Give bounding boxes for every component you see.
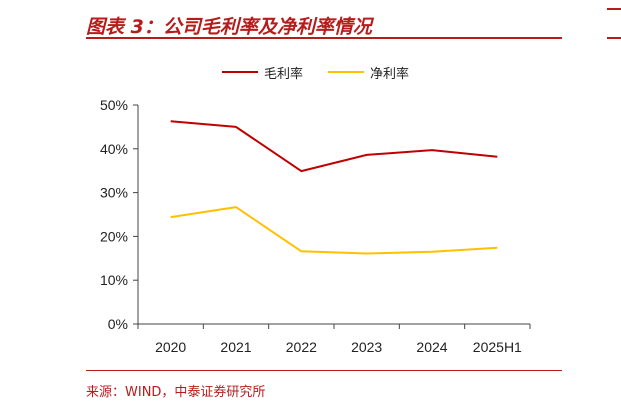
x-tick-label: 2024 bbox=[416, 339, 447, 355]
legend-swatch-gross-margin bbox=[222, 71, 258, 73]
source-note: 来源：WIND，中泰证券研究所 bbox=[86, 385, 266, 400]
series-line-gross-margin bbox=[170, 120, 498, 173]
figure-title: 图表 3：公司毛利率及净利率情况 bbox=[86, 16, 372, 38]
y-tick-label: 50% bbox=[100, 97, 128, 113]
edge-divider-top bbox=[607, 8, 621, 10]
legend-swatch-net-margin bbox=[328, 71, 364, 73]
chart-legend: 毛利率 净利率 bbox=[0, 60, 621, 84]
x-tick-label: 2021 bbox=[220, 339, 251, 355]
y-tick-label: 0% bbox=[108, 316, 128, 332]
x-tick-label: 2020 bbox=[155, 339, 186, 355]
edge-divider-mid bbox=[607, 37, 621, 39]
x-tick-label: 2025H1 bbox=[473, 339, 522, 355]
y-tick-label: 30% bbox=[100, 185, 128, 201]
legend-item-net-margin: 净利率 bbox=[328, 60, 409, 84]
figure-header: 图表 3：公司毛利率及净利率情况 bbox=[0, 0, 621, 40]
x-tick-label: 2023 bbox=[351, 339, 382, 355]
y-tick-label: 20% bbox=[100, 228, 128, 244]
legend-label-gross-margin: 毛利率 bbox=[264, 66, 304, 82]
legend-item-gross-margin: 毛利率 bbox=[222, 60, 303, 84]
source-divider bbox=[86, 370, 562, 371]
series-line-net-margin bbox=[170, 206, 498, 255]
title-divider bbox=[86, 37, 562, 39]
y-tick-label: 10% bbox=[100, 272, 128, 288]
x-tick-label: 2022 bbox=[286, 339, 317, 355]
legend-label-net-margin: 净利率 bbox=[370, 66, 410, 82]
y-tick-label: 40% bbox=[100, 141, 128, 157]
